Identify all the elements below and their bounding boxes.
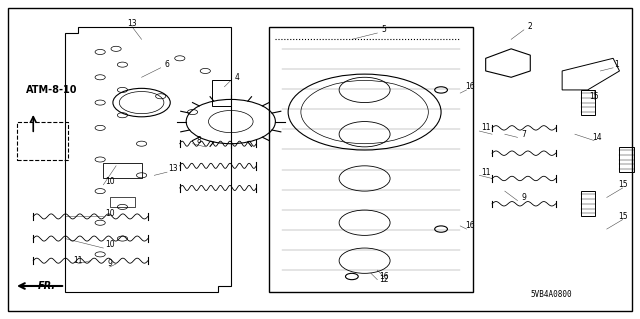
Text: FR.: FR. xyxy=(38,281,56,291)
Text: 16: 16 xyxy=(465,82,474,91)
Text: 15: 15 xyxy=(618,180,627,189)
Text: 9: 9 xyxy=(522,193,526,202)
Text: 5: 5 xyxy=(381,25,386,34)
Circle shape xyxy=(435,226,447,232)
Text: 7: 7 xyxy=(522,130,526,139)
Text: 15: 15 xyxy=(589,92,599,101)
Bar xyxy=(109,197,135,207)
Bar xyxy=(581,90,595,115)
Text: 11: 11 xyxy=(73,256,83,265)
Bar xyxy=(212,80,231,106)
Text: 10: 10 xyxy=(105,209,115,218)
Text: 10: 10 xyxy=(105,241,115,249)
Text: 15: 15 xyxy=(618,212,627,221)
Circle shape xyxy=(435,87,447,93)
Text: 2: 2 xyxy=(528,22,532,31)
Text: 16: 16 xyxy=(379,272,388,281)
Text: 11: 11 xyxy=(481,168,490,177)
Text: 16: 16 xyxy=(465,221,474,230)
Text: 12: 12 xyxy=(379,275,388,284)
Circle shape xyxy=(346,273,358,280)
Bar xyxy=(620,147,634,172)
Text: 9: 9 xyxy=(108,259,112,268)
Bar xyxy=(581,191,595,216)
Text: 6: 6 xyxy=(164,60,170,69)
Text: 14: 14 xyxy=(593,133,602,142)
Text: 10: 10 xyxy=(105,177,115,186)
Text: 13: 13 xyxy=(168,165,179,174)
Bar xyxy=(17,122,68,160)
Text: 13: 13 xyxy=(127,19,137,28)
Text: 4: 4 xyxy=(235,73,239,82)
Text: 11: 11 xyxy=(481,123,490,132)
Text: 1: 1 xyxy=(614,60,619,69)
Bar xyxy=(269,27,473,292)
Text: ATM-8-10: ATM-8-10 xyxy=(26,85,77,95)
Text: 5VB4A0800: 5VB4A0800 xyxy=(531,290,572,299)
Bar xyxy=(103,163,141,178)
Text: 8: 8 xyxy=(196,136,202,145)
